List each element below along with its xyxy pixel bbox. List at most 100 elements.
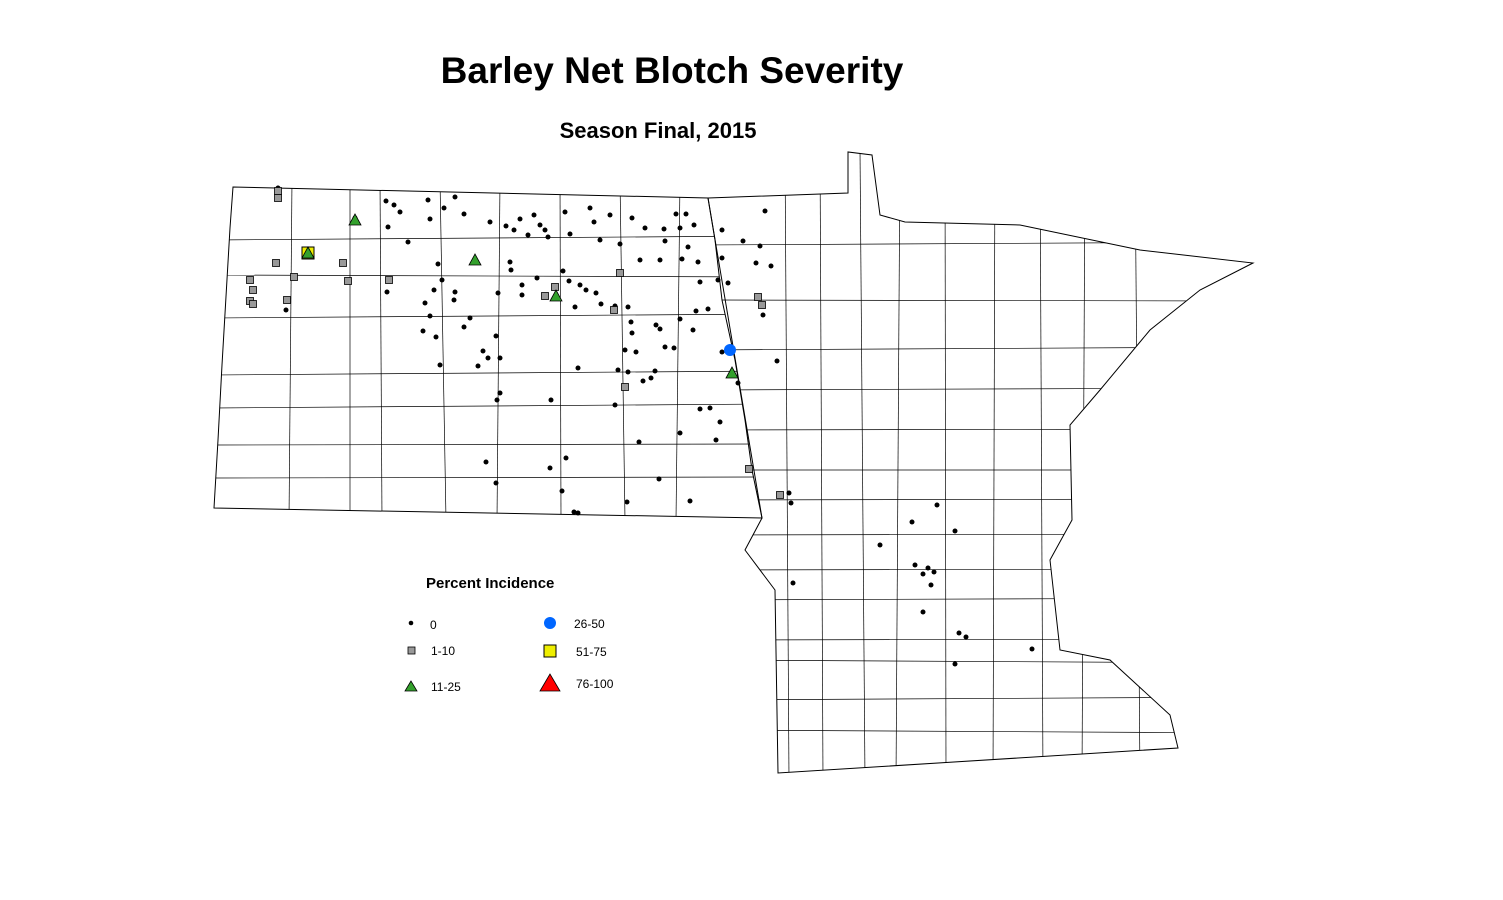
point-1-10: [745, 465, 753, 473]
point-0: [577, 282, 583, 288]
county-line: [379, 187, 383, 518]
point-0: [493, 480, 499, 486]
point-0: [567, 231, 573, 237]
point-0: [920, 571, 926, 577]
point-0: [719, 227, 725, 233]
point-0: [437, 362, 443, 368]
county-line: [708, 241, 1253, 246]
point-0: [435, 261, 441, 267]
county-line: [214, 370, 762, 376]
county-line: [708, 729, 1253, 734]
point-0: [705, 306, 711, 312]
point-0: [740, 238, 746, 244]
county-line: [708, 638, 1253, 641]
point-1-10: [551, 283, 559, 291]
point-0: [534, 275, 540, 281]
point-0: [691, 222, 697, 228]
point-0: [615, 367, 621, 373]
state-minnesota: [707, 151, 1255, 774]
point-1-10: [344, 277, 352, 285]
point-26-50: [724, 344, 736, 356]
point-0: [735, 380, 741, 386]
county-line: [214, 403, 762, 409]
point-0: [912, 562, 918, 568]
point-11-25: [301, 246, 315, 259]
point-0: [612, 402, 618, 408]
county-line: [1039, 152, 1044, 773]
county-line: [496, 187, 501, 518]
point-0: [495, 290, 501, 296]
point-0: [925, 565, 931, 571]
legend-label-5: 76-100: [576, 677, 614, 691]
point-1-10: [621, 383, 629, 391]
point-1-10: [274, 187, 282, 195]
point-0: [461, 324, 467, 330]
county-line: [708, 498, 1253, 501]
point-0: [920, 609, 926, 615]
map-subtitle: Season Final, 2015: [559, 118, 757, 143]
point-0: [715, 277, 721, 283]
point-0: [657, 326, 663, 332]
point-0: [624, 499, 630, 505]
point-0: [420, 328, 426, 334]
point-1-10: [610, 306, 618, 314]
point-0: [622, 347, 628, 353]
point-0: [433, 334, 439, 340]
county-line: [214, 313, 762, 319]
point-0: [909, 519, 915, 525]
county-line: [708, 428, 1253, 431]
point-0: [425, 197, 431, 203]
point-0: [642, 225, 648, 231]
point-1-10: [249, 286, 257, 294]
point-0: [657, 257, 663, 263]
point-1-10: [385, 276, 393, 284]
county-line: [819, 152, 824, 773]
observation-points: [246, 185, 1035, 667]
point-0: [952, 661, 958, 667]
point-0: [952, 528, 958, 534]
point-0: [713, 437, 719, 443]
point-0: [575, 365, 581, 371]
legend-label-3: 26-50: [574, 617, 605, 631]
point-0: [640, 378, 646, 384]
county-line: [895, 152, 901, 773]
point-0: [517, 216, 523, 222]
county-line: [439, 187, 447, 518]
legend-symbol-11-25: [404, 680, 418, 692]
point-11-25: [468, 253, 482, 266]
point-0: [563, 455, 569, 461]
point-0: [383, 198, 389, 204]
point-0: [677, 316, 683, 322]
point-0: [707, 405, 713, 411]
point-0: [397, 209, 403, 215]
point-1-10: [754, 293, 762, 301]
county-line: [708, 346, 1253, 351]
point-0: [480, 348, 486, 354]
county-line: [214, 235, 762, 241]
point-0: [507, 259, 513, 265]
point-0: [427, 216, 433, 222]
point-0: [547, 465, 553, 471]
point-0: [719, 349, 725, 355]
point-0: [451, 297, 457, 303]
point-0: [494, 397, 500, 403]
point-0: [452, 194, 458, 200]
county-line: [559, 187, 562, 518]
legend-title: Percent Incidence: [426, 575, 555, 592]
point-0: [786, 490, 792, 496]
point-0: [653, 322, 659, 328]
point-0: [928, 582, 934, 588]
point-0: [587, 205, 593, 211]
point-0: [607, 212, 613, 218]
point-0: [719, 255, 725, 261]
point-0: [774, 358, 780, 364]
county-line: [708, 568, 1253, 571]
point-11-25: [348, 213, 362, 226]
point-0: [679, 256, 685, 262]
point-0: [753, 260, 759, 266]
legend-symbol-1-10: [407, 646, 416, 655]
point-0: [683, 211, 689, 217]
county-line: [675, 187, 681, 518]
point-0: [487, 219, 493, 225]
